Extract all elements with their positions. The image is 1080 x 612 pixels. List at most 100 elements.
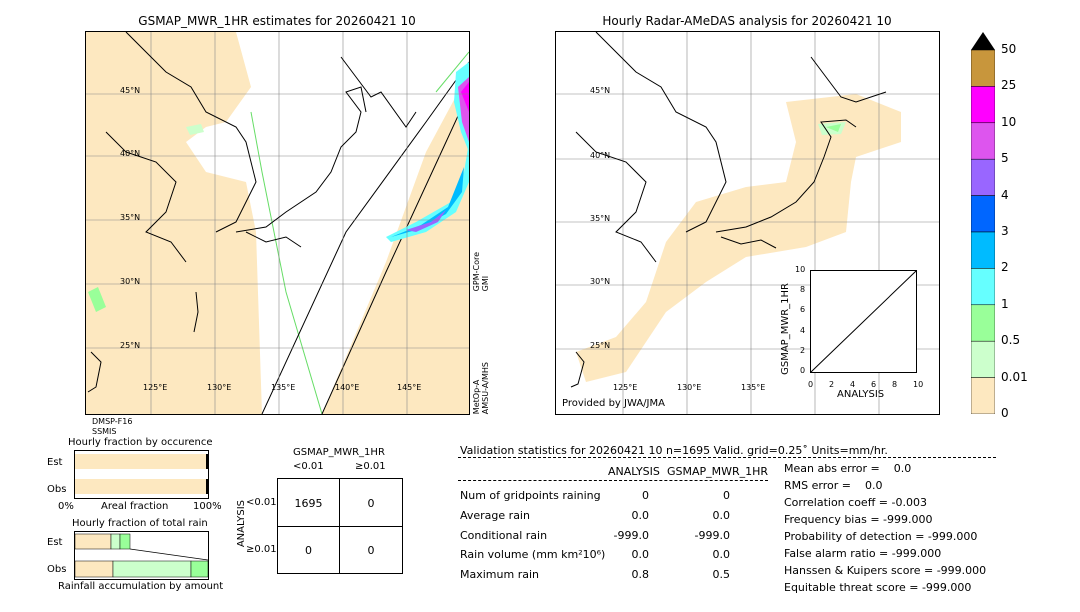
scatter-xtick-label: 6 [871,380,877,389]
occurrence-xlabel-left: 0% [58,501,74,512]
validation-col-analysis: ANALYSIS [608,465,660,478]
colorbar-segment [970,231,996,269]
validation-header: Validation statistics for 20260421 10 n=… [460,444,888,457]
right-lon-label-130: 130°E [677,383,702,392]
stat-row-gsmap: -999.0 [694,529,730,542]
stat-row-gsmap: 0.0 [712,548,731,561]
right-lat-label-30: 30°N [590,277,611,286]
contingency-cell-11: 0 [367,544,375,557]
score-hk: Hanssen & Kuipers score = -999.000 [784,564,987,577]
stat-row-label: Maximum rain [460,568,539,581]
colorbar-extend-arrow [971,32,995,50]
colorbar-tick-label: 0.01 [1001,369,1028,384]
total-chart [74,531,209,580]
stat-row-gsmap: 0 [723,489,730,502]
contingency-cell-10: 0 [305,544,312,557]
right-lon-label-125: 125°E [613,383,638,392]
sat-label-gpm: GPM-Core GMI [472,252,490,292]
scatter-ytick-label: 4 [800,325,806,335]
left-lon-label-125: 125°E [143,383,168,392]
scatter-ytick-label: 2 [800,345,806,355]
colorbar-segment [970,122,996,160]
left-lat-label-35: 35°N [120,213,141,222]
scatter-inset-canvas [810,270,917,373]
left-map: 45°N 40°N 35°N 30°N 25°N 125°E 130°E 135… [85,31,470,415]
colorbar-segment [970,377,996,415]
stat-row-gsmap: 0.5 [712,568,731,581]
total-xlabel: Rainfall accumulation by amount [58,581,224,592]
validation-col-gsmap: GSMAP_MWR_1HR [667,465,769,478]
scatter-xtick-label: 2 [829,380,835,389]
contingency-cell-01: 0 [367,497,375,510]
contingency-title: GSMAP_MWR_1HR [293,447,385,458]
left-lon-label-145: 145°E [397,383,422,392]
validation-dashed-line-2 [458,480,768,481]
sat-label-ssmis: SSMIS [92,427,117,436]
stat-row-label: Num of gridpoints raining [460,489,601,502]
provided-by-label: Provided by JWA/JMA [562,398,665,409]
contingency-cell-00: 1695 [294,497,323,510]
scatter-xtick-label: 10 [913,380,924,389]
score-frequency-bias: Frequency bias = -999.000 [784,513,933,526]
occurrence-row-est: Est [47,457,63,468]
total-row-est: Est [47,537,63,548]
occurrence-xlabel-mid: Areal fraction [101,501,169,512]
validation-dashed-line [458,457,996,458]
left-lat-label-25: 25°N [120,341,141,350]
colorbar-segment [970,268,996,306]
contingency-col-lt: <0.01 [293,461,324,472]
total-chart-canvas [74,533,209,578]
stat-row-label: Average rain [460,509,530,522]
left-lat-label-30: 30°N [120,277,141,286]
right-map-title: Hourly Radar-AMeDAS analysis for 2026042… [602,14,892,28]
score-correlation: Correlation coeff = -0.003 [784,496,927,509]
scatter-ytick-label: 0 [800,366,806,375]
colorbar-segment [970,49,996,87]
colorbar-tick-label: 1 [1001,296,1009,311]
right-lat-label-35: 35°N [590,214,611,223]
left-lat-label-40: 40°N [120,149,141,158]
stat-row-analysis: 0.0 [631,509,650,522]
stat-row-gsmap: 0.0 [712,509,731,522]
colorbar-tick-label: 50 [1001,42,1017,56]
right-lat-label-45: 45°N [590,86,611,95]
occurrence-xlabel-right: 100% [193,501,222,512]
contingency-row-ge: ≥0.01 [246,544,277,555]
colorbar-canvas [970,32,996,415]
right-lon-label-135: 135°E [741,383,766,392]
score-mean-abs-error: Mean abs error = 0.0 [784,462,912,475]
fraction-total-title: Hourly fraction of total rain [72,518,208,529]
colorbar-tick-label: 0.5 [1001,333,1021,348]
stat-row-analysis: 0.0 [631,548,650,561]
occurrence-bar-obs [75,479,208,494]
colorbar-segment [970,304,996,342]
score-pod: Probability of detection = -999.000 [784,530,978,543]
score-rms-error: RMS error = 0.0 [784,479,883,492]
contingency-col-ge: ≥0.01 [355,461,386,472]
scatter-xtick-label: 4 [850,380,856,389]
right-lat-label-40: 40°N [590,151,611,160]
scatter-ytick-label: 8 [800,285,806,295]
colorbar-tick-label: 4 [1001,187,1009,202]
stat-row-label: Rain volume (mm km²10⁶) [460,548,606,561]
sat-label-metop: MetOp-A AMSU-A/MHS [472,362,490,415]
sat-label-dmsp: DMSP-F16 [92,417,133,426]
colorbar-segment [970,340,996,378]
score-far: False alarm ratio = -999.000 [784,547,942,560]
colorbar-tick-label: 5 [1001,151,1009,166]
contingency-table: 1695 0 0 0 [277,478,403,574]
colorbar-tick-label: 10 [1001,114,1017,129]
occurrence-chart [74,450,209,499]
colorbar [970,32,996,415]
colorbar-tick-label: 2 [1001,260,1009,275]
scatter-inset [810,270,917,373]
stat-row-label: Conditional rain [460,529,548,542]
colorbar-tick-label: 3 [1001,224,1009,238]
scatter-ylabel: GSMAP_MWR_1HR [780,283,791,375]
total-row-obs: Obs [47,564,67,575]
left-map-title: GSMAP_MWR_1HR estimates for 20260421 10 [138,14,416,28]
contingency-row-lt: <0.01 [246,497,277,508]
left-map-canvas [86,32,469,414]
left-lat-label-45: 45°N [120,86,141,95]
scatter-xtick-label: 8 [892,380,898,389]
